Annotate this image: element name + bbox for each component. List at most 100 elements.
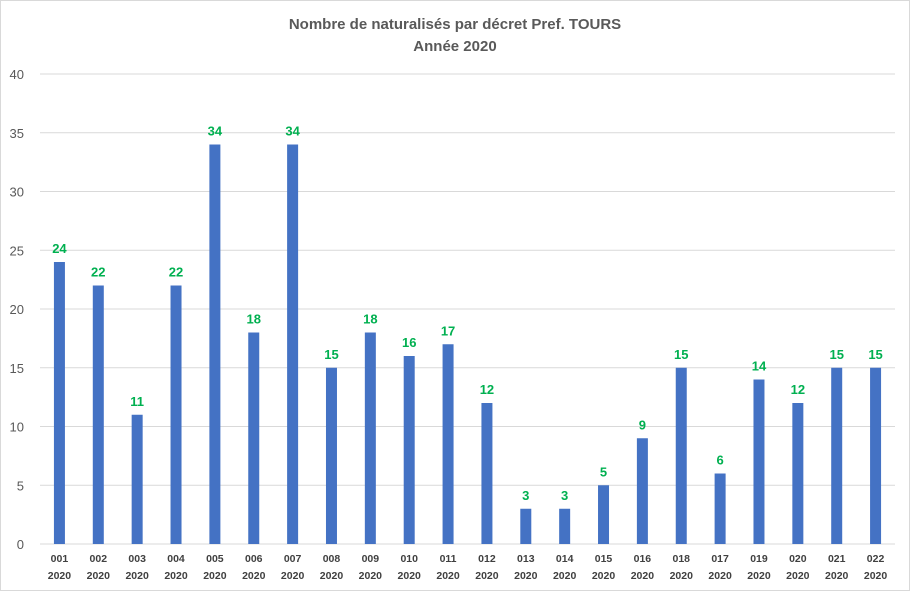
data-label: 15: [324, 347, 338, 362]
bar: [714, 473, 726, 544]
data-label: 5: [600, 464, 607, 479]
data-label: 24: [52, 241, 67, 256]
y-tick-label: 35: [10, 126, 24, 141]
x-tick-label-year: 2020: [242, 570, 266, 582]
x-tick-label-year: 2020: [553, 570, 577, 582]
data-label: 11: [130, 394, 144, 409]
x-tick-label-year: 2020: [708, 570, 732, 582]
x-tick-label: 017: [711, 553, 729, 565]
x-tick-label: 016: [634, 553, 652, 565]
data-label: 15: [868, 347, 882, 362]
data-label: 12: [480, 382, 494, 397]
bar: [364, 332, 376, 544]
data-label: 18: [363, 312, 377, 327]
x-tick-label: 007: [284, 553, 302, 565]
x-tick-label-year: 2020: [631, 570, 655, 582]
data-label: 3: [522, 488, 529, 503]
chart-subtitle: Année 2020: [413, 38, 496, 55]
data-label: 34: [208, 124, 223, 139]
bar: [209, 144, 221, 544]
bar: [287, 144, 299, 544]
y-tick-label: 20: [10, 302, 24, 317]
gridlines: [40, 73, 895, 545]
x-tick-label: 012: [478, 553, 496, 565]
y-axis-ticks: 0 5 10 15 20 25 30 35 40: [10, 67, 24, 552]
data-label: 3: [561, 488, 568, 503]
y-tick-label: 10: [10, 420, 24, 435]
x-tick-label: 002: [90, 553, 108, 565]
data-label: 9: [639, 417, 646, 432]
x-tick-label-year: 2020: [786, 570, 810, 582]
bar: [53, 262, 65, 544]
x-tick-label: 018: [672, 553, 690, 565]
bar: [598, 485, 610, 544]
x-tick-label: 014: [556, 553, 574, 565]
y-tick-label: 25: [10, 243, 24, 258]
x-tick-label: 009: [362, 553, 380, 565]
x-tick-label-year: 2020: [359, 570, 383, 582]
data-label: 34: [285, 124, 300, 139]
bar: [248, 332, 260, 544]
x-tick-label-year: 2020: [48, 570, 72, 582]
x-tick-label: 011: [440, 553, 457, 565]
x-tick-label-year: 2020: [747, 570, 771, 582]
x-tick-label: 019: [750, 553, 768, 565]
y-tick-label: 0: [17, 537, 24, 552]
data-label: 22: [91, 265, 105, 280]
x-tick-label: 008: [323, 553, 341, 565]
x-tick-label-year: 2020: [436, 570, 460, 582]
bar: [170, 285, 182, 544]
y-tick-label: 15: [10, 361, 24, 376]
x-tick-label-year: 2020: [592, 570, 616, 582]
data-label: 17: [441, 323, 455, 338]
data-label: 12: [791, 382, 805, 397]
bar: [636, 438, 648, 544]
bar: [481, 403, 493, 544]
data-label: 22: [169, 265, 183, 280]
bar: [792, 403, 804, 544]
x-tick-label: 001: [51, 553, 69, 565]
x-tick-label: 006: [245, 553, 263, 565]
x-tick-label: 013: [517, 553, 535, 565]
x-tick-label-year: 2020: [398, 570, 422, 582]
x-tick-label: 005: [206, 553, 224, 565]
data-label: 14: [752, 359, 767, 374]
bar: [92, 285, 104, 544]
x-tick-label-year: 2020: [87, 570, 111, 582]
bar: [442, 344, 454, 544]
x-tick-label-year: 2020: [864, 570, 888, 582]
bar: [403, 356, 415, 544]
y-tick-label: 5: [17, 478, 24, 493]
data-label: 15: [674, 347, 688, 362]
bar: [753, 379, 765, 544]
y-tick-label: 30: [10, 185, 24, 200]
bar: [131, 414, 143, 544]
data-labels: 24 22 11 22 34 18 34 15 18 16 17 12 3 3 5 9 15 6 14 12 15 15: [52, 124, 883, 503]
x-axis-ticks: 001 2020 002 2020 003 2020 004 2020 005 2020 006 20…: [48, 553, 888, 582]
bar: [559, 508, 571, 544]
x-tick-label: 003: [128, 553, 146, 565]
y-tick-label: 40: [10, 67, 24, 82]
x-tick-label: 022: [867, 553, 885, 565]
x-tick-label-year: 2020: [320, 570, 344, 582]
x-tick-label: 020: [789, 553, 807, 565]
bars: [53, 144, 882, 544]
data-label: 16: [402, 335, 416, 350]
x-tick-label-year: 2020: [475, 570, 499, 582]
data-label: 6: [716, 453, 723, 468]
x-tick-label-year: 2020: [203, 570, 227, 582]
chart-title: Nombre de naturalisés par décret Pref. T…: [289, 16, 621, 33]
bar: [325, 367, 337, 544]
x-tick-label-year: 2020: [514, 570, 538, 582]
bar: [520, 508, 532, 544]
data-label: 15: [829, 347, 843, 362]
x-tick-label: 021: [828, 553, 846, 565]
x-tick-label: 004: [167, 553, 185, 565]
x-tick-label: 010: [400, 553, 418, 565]
bar: [870, 367, 882, 544]
x-tick-label-year: 2020: [281, 570, 305, 582]
bar: [831, 367, 843, 544]
data-label: 18: [247, 312, 261, 327]
x-tick-label-year: 2020: [164, 570, 188, 582]
